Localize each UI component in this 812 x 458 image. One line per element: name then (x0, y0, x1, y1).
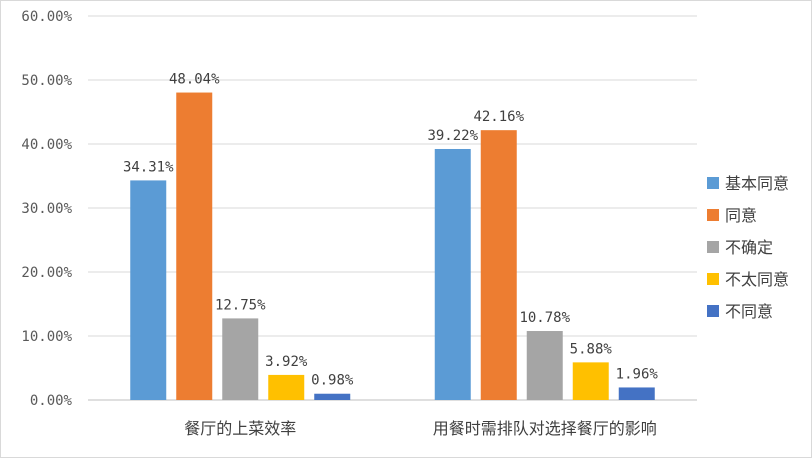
bar (480, 130, 517, 400)
data-label: 39.22% (427, 128, 478, 144)
legend-label: 不太同意 (725, 270, 789, 289)
bar (130, 180, 167, 400)
bar (618, 387, 655, 400)
y-tick-label: 0.00% (30, 393, 73, 409)
bar (526, 331, 563, 400)
bar (222, 318, 259, 400)
data-label: 48.04% (169, 72, 220, 88)
category-label: 用餐时需排队对选择餐厅的影响 (433, 419, 657, 438)
data-label: 34.31% (123, 159, 174, 175)
legend-swatch (707, 209, 719, 221)
bar (434, 148, 471, 400)
y-tick-label: 40.00% (21, 137, 72, 153)
legend-label: 不确定 (725, 238, 773, 257)
data-label: 42.16% (473, 109, 524, 125)
legend-label: 不同意 (725, 302, 773, 321)
legend-label: 基本同意 (725, 174, 789, 193)
bar (268, 374, 305, 400)
y-tick-label: 10.00% (21, 329, 72, 345)
y-tick-label: 20.00% (21, 265, 72, 281)
y-tick-label: 30.00% (21, 201, 72, 217)
data-label: 0.98% (311, 373, 354, 389)
y-tick-label: 50.00% (21, 73, 72, 89)
legend-label: 同意 (725, 206, 757, 225)
data-label: 12.75% (215, 297, 266, 313)
data-label: 5.88% (570, 341, 613, 357)
legend-swatch (707, 305, 719, 317)
bar (572, 362, 609, 400)
data-label: 10.78% (519, 310, 570, 326)
bar (176, 92, 213, 400)
bar (314, 393, 351, 400)
legend-swatch (707, 177, 719, 189)
category-label: 餐厅的上菜效率 (184, 419, 296, 438)
y-tick-label: 60.00% (21, 9, 72, 25)
legend-swatch (707, 241, 719, 253)
data-label: 1.96% (616, 366, 659, 382)
data-label: 3.92% (265, 354, 308, 370)
legend-swatch (707, 273, 719, 285)
